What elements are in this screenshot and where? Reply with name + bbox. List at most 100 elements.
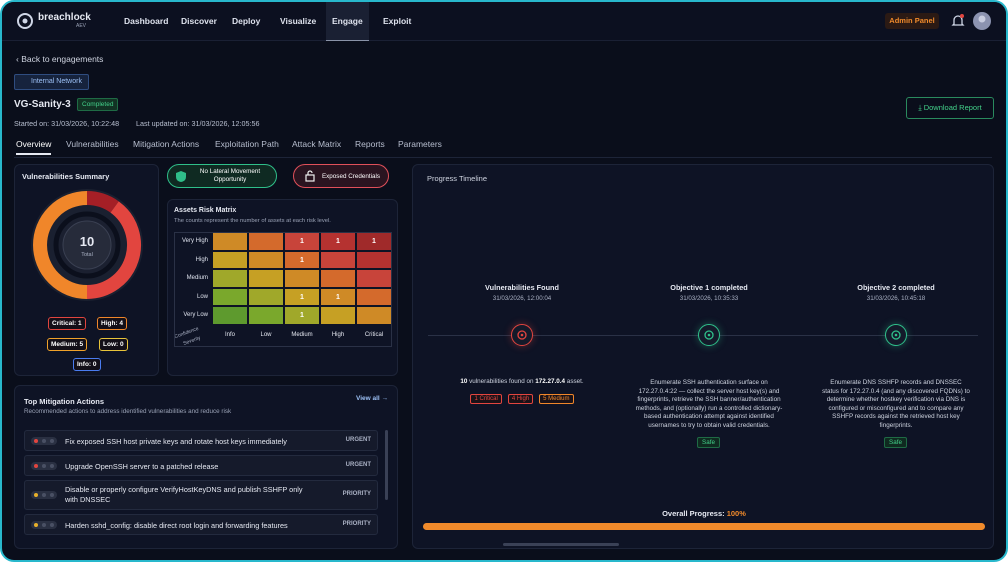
event-description: Enumerate DNS SSHFP records and DNSSEC s…: [821, 379, 971, 431]
event-title: Objective 1 completed: [670, 283, 748, 292]
nav-item[interactable]: Visualize: [280, 16, 317, 26]
timeline-title: Progress Timeline: [427, 174, 488, 183]
nav-item[interactable]: Exploit: [383, 16, 412, 26]
view-all-text[interactable]: View all: [356, 395, 380, 402]
engagement-title: VG-Sanity-3: [14, 99, 71, 110]
mitigation-tag: URGENT: [345, 461, 371, 468]
mitigation-title: Top Mitigation Actions: [24, 397, 104, 406]
col-label: Medium: [291, 332, 313, 338]
matrix-cell: [248, 250, 284, 270]
back-text[interactable]: Back to engagements: [21, 54, 104, 64]
event-description: 10 vulnerabilities found on 172.27.0.4 a…: [447, 378, 597, 387]
matrix-cell: [320, 269, 356, 288]
timeline-panel: Progress Timeline Overall Progress: 100%…: [412, 164, 994, 549]
tab[interactable]: Vulnerabilities: [66, 139, 119, 149]
severity-badge: Info: 0: [73, 358, 101, 371]
donut-segment: [86, 191, 119, 213]
tab[interactable]: Reports: [355, 139, 385, 149]
mitigation-text: Disable or properly configure VerifyHost…: [65, 485, 303, 504]
scrollbar[interactable]: [385, 430, 388, 500]
back-link[interactable]: ‹ Back to engagements: [16, 54, 104, 64]
matrix-title: Assets Risk Matrix: [174, 207, 237, 214]
donut-segment: [86, 201, 141, 299]
severity-badge: Low: 0: [99, 338, 128, 351]
started-on: Started on: 31/03/2026, 10:22:48: [14, 119, 120, 128]
progress-bar: [423, 523, 985, 530]
col-label: Low: [260, 332, 272, 338]
tag-text: Internal Network: [31, 78, 82, 85]
mitigation-tag: PRIORITY: [342, 520, 371, 527]
mitigation-item[interactable]: Fix exposed SSH host private keys and ro…: [24, 430, 378, 451]
dot: [42, 522, 46, 527]
event-icon: [517, 330, 527, 340]
donut-chart: [31, 189, 143, 301]
user-avatar[interactable]: [972, 11, 992, 31]
event-date: 31/03/2026, 12:00:04: [492, 295, 552, 302]
row-label: Medium: [186, 275, 208, 282]
event-icon: [704, 330, 714, 340]
pill-text: Exposed Credentials: [321, 173, 381, 180]
event-description: Enumerate SSH authentication surface on …: [634, 379, 784, 431]
matrix-cell: [212, 287, 248, 307]
row-label: High: [195, 256, 208, 263]
nav-item[interactable]: Discover: [181, 16, 217, 26]
tab[interactable]: Attack Matrix: [292, 139, 342, 149]
dot: [34, 438, 38, 443]
tab[interactable]: Exploitation Path: [215, 139, 279, 149]
matrix-corner-bottom: Severity: [182, 335, 202, 347]
dot: [42, 493, 46, 497]
progress-value: 100%: [726, 509, 746, 518]
priority-dots: [31, 436, 57, 445]
matrix-cell: [356, 269, 392, 288]
description-part: vulnerabilities found on: [467, 378, 536, 385]
summary-title: Vulnerabilities Summary: [22, 172, 110, 181]
tab[interactable]: Overview: [16, 139, 52, 155]
insight-pill: No Lateral Movement Opportunity: [167, 164, 277, 188]
notification-bell[interactable]: [951, 13, 965, 29]
nav-item[interactable]: Deploy: [232, 16, 261, 26]
dot: [34, 463, 38, 468]
progress-label: Overall Progress:: [662, 509, 725, 518]
matrix-cell: [248, 269, 284, 288]
severity-chip[interactable]: 4 High: [507, 394, 534, 404]
matrix-cell: 1: [284, 250, 320, 270]
insight-pill: Exposed Credentials: [293, 164, 389, 188]
col-label: High: [331, 332, 345, 338]
priority-dots: [31, 520, 57, 529]
mitigation-item[interactable]: Harden sshd_config: disable direct root …: [24, 514, 378, 535]
col-label: Critical: [364, 332, 384, 338]
download-text[interactable]: Download Report: [923, 103, 982, 112]
matrix-cell: [248, 287, 284, 307]
matrix-cell: [356, 250, 392, 270]
severity-badge: Critical: 1: [48, 317, 86, 330]
tab-divider: [14, 157, 992, 158]
mitigation-item[interactable]: Disable or properly configure VerifyHost…: [24, 480, 378, 510]
description-part: asset.: [565, 378, 584, 385]
dot: [34, 522, 38, 527]
status-badge: Safe: [884, 437, 907, 448]
description-part: 172.27.0.4: [535, 378, 566, 385]
description-part: Enumerate SSH authentication surface on …: [635, 379, 783, 429]
admin-panel-button[interactable]: Admin Panel: [885, 13, 939, 29]
dot: [42, 463, 46, 468]
mitigation-tag: URGENT: [345, 436, 371, 443]
download-report-button[interactable]: ⤓ Download Report: [906, 97, 994, 119]
event-date: 31/03/2026, 10:35:33: [679, 295, 739, 302]
view-all-link[interactable]: View all →: [356, 395, 389, 402]
tab[interactable]: Mitigation Actions: [133, 139, 200, 149]
priority-dots: [31, 461, 57, 470]
nav-item[interactable]: Engage: [326, 2, 369, 41]
matrix-cell: 1: [284, 306, 320, 325]
total-value: 10: [79, 234, 95, 249]
h-scrollbar[interactable]: [503, 543, 619, 546]
mitigation-item[interactable]: Upgrade OpenSSH server to a patched rele…: [24, 455, 378, 476]
severity-chip[interactable]: 5 Medium: [539, 394, 574, 404]
event-icon: [891, 330, 901, 340]
chip-row: 1 Critical 4 High 5 Medium: [447, 394, 597, 404]
status-badge: Safe: [697, 437, 720, 448]
tab[interactable]: Parameters: [398, 139, 442, 149]
event-node: [885, 324, 907, 346]
nav-item[interactable]: Dashboard: [124, 16, 169, 26]
severity-chip[interactable]: 1 Critical: [470, 394, 502, 404]
